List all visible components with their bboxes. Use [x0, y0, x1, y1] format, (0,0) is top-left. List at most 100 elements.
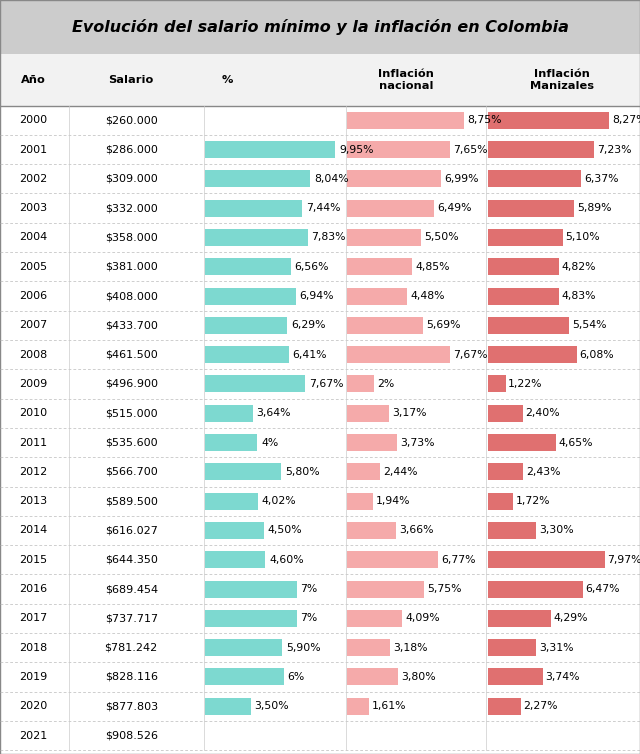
FancyBboxPatch shape — [205, 229, 308, 246]
Text: 6,08%: 6,08% — [580, 350, 614, 360]
Text: 3,74%: 3,74% — [545, 672, 580, 682]
Text: 5,69%: 5,69% — [426, 320, 461, 330]
Text: $496.900: $496.900 — [105, 379, 157, 389]
FancyBboxPatch shape — [488, 200, 574, 216]
FancyBboxPatch shape — [0, 633, 640, 662]
FancyBboxPatch shape — [488, 229, 563, 246]
Text: 2002: 2002 — [19, 174, 47, 184]
FancyBboxPatch shape — [0, 135, 640, 164]
FancyBboxPatch shape — [0, 106, 640, 135]
FancyBboxPatch shape — [347, 581, 424, 598]
Text: 7,97%: 7,97% — [607, 555, 640, 565]
FancyBboxPatch shape — [488, 258, 559, 275]
Text: 5,89%: 5,89% — [577, 203, 611, 213]
Text: 4,83%: 4,83% — [561, 291, 596, 301]
Text: 7,44%: 7,44% — [307, 203, 340, 213]
Text: 1,72%: 1,72% — [516, 496, 550, 506]
Text: 8,04%: 8,04% — [314, 174, 349, 184]
Text: $381.000: $381.000 — [105, 262, 157, 271]
FancyBboxPatch shape — [205, 464, 281, 480]
Text: $515.000: $515.000 — [105, 408, 157, 418]
Text: 2004: 2004 — [19, 232, 47, 243]
Text: 4,48%: 4,48% — [410, 291, 445, 301]
FancyBboxPatch shape — [205, 258, 291, 275]
Text: 2012: 2012 — [19, 467, 47, 477]
FancyBboxPatch shape — [0, 691, 640, 721]
Text: 4,02%: 4,02% — [261, 496, 296, 506]
Text: 6,56%: 6,56% — [294, 262, 329, 271]
Text: $908.526: $908.526 — [105, 731, 157, 740]
Text: $689.454: $689.454 — [104, 584, 158, 594]
FancyBboxPatch shape — [0, 222, 640, 252]
FancyBboxPatch shape — [488, 170, 582, 187]
Text: 8,75%: 8,75% — [468, 115, 502, 125]
FancyBboxPatch shape — [0, 457, 640, 486]
Text: 7,23%: 7,23% — [596, 145, 631, 155]
FancyBboxPatch shape — [488, 697, 521, 715]
Text: $408.000: $408.000 — [105, 291, 157, 301]
Text: 2,27%: 2,27% — [524, 701, 558, 711]
FancyBboxPatch shape — [488, 434, 556, 451]
Text: 2017: 2017 — [19, 613, 47, 624]
Text: $589.500: $589.500 — [105, 496, 157, 506]
FancyBboxPatch shape — [205, 581, 297, 598]
Text: $781.242: $781.242 — [104, 642, 158, 653]
Text: 7,65%: 7,65% — [453, 145, 488, 155]
Text: Salario: Salario — [109, 75, 154, 85]
FancyBboxPatch shape — [205, 610, 297, 627]
FancyBboxPatch shape — [347, 375, 374, 392]
FancyBboxPatch shape — [205, 522, 264, 539]
FancyBboxPatch shape — [488, 346, 577, 363]
Text: 6,37%: 6,37% — [584, 174, 618, 184]
Text: 3,64%: 3,64% — [257, 408, 291, 418]
Text: 6,47%: 6,47% — [586, 584, 620, 594]
FancyBboxPatch shape — [0, 311, 640, 340]
Text: 6,49%: 6,49% — [437, 203, 472, 213]
FancyBboxPatch shape — [205, 492, 257, 510]
Text: 2018: 2018 — [19, 642, 47, 653]
Text: Evolución del salario mínimo y la inflación en Colombia: Evolución del salario mínimo y la inflac… — [72, 19, 568, 35]
FancyBboxPatch shape — [0, 164, 640, 194]
Text: 6,29%: 6,29% — [291, 320, 326, 330]
Text: $644.350: $644.350 — [105, 555, 157, 565]
FancyBboxPatch shape — [488, 464, 524, 480]
Text: 6,77%: 6,77% — [441, 555, 476, 565]
Text: 5,80%: 5,80% — [285, 467, 319, 477]
Text: 2008: 2008 — [19, 350, 47, 360]
Text: 3,17%: 3,17% — [393, 408, 427, 418]
FancyBboxPatch shape — [0, 428, 640, 457]
FancyBboxPatch shape — [0, 340, 640, 369]
FancyBboxPatch shape — [205, 317, 287, 334]
Text: 2003: 2003 — [19, 203, 47, 213]
FancyBboxPatch shape — [0, 662, 640, 691]
FancyBboxPatch shape — [488, 375, 506, 392]
FancyBboxPatch shape — [347, 170, 441, 187]
Text: 7,83%: 7,83% — [312, 232, 346, 243]
FancyBboxPatch shape — [0, 399, 640, 428]
FancyBboxPatch shape — [0, 281, 640, 311]
Text: 9,95%: 9,95% — [339, 145, 374, 155]
FancyBboxPatch shape — [0, 369, 640, 399]
FancyBboxPatch shape — [347, 639, 390, 656]
Text: 1,94%: 1,94% — [376, 496, 411, 506]
Text: 3,80%: 3,80% — [401, 672, 436, 682]
FancyBboxPatch shape — [0, 54, 640, 106]
FancyBboxPatch shape — [0, 252, 640, 281]
Text: 3,66%: 3,66% — [399, 526, 434, 535]
Text: Año: Año — [21, 75, 45, 85]
FancyBboxPatch shape — [488, 522, 536, 539]
FancyBboxPatch shape — [347, 522, 396, 539]
Text: 2016: 2016 — [19, 584, 47, 594]
FancyBboxPatch shape — [347, 317, 423, 334]
Text: 2007: 2007 — [19, 320, 47, 330]
FancyBboxPatch shape — [488, 492, 513, 510]
FancyBboxPatch shape — [347, 405, 390, 421]
Text: $616.027: $616.027 — [105, 526, 157, 535]
FancyBboxPatch shape — [347, 492, 373, 510]
FancyBboxPatch shape — [205, 551, 265, 569]
Text: 4,82%: 4,82% — [561, 262, 596, 271]
Text: $566.700: $566.700 — [105, 467, 157, 477]
FancyBboxPatch shape — [488, 669, 543, 685]
FancyBboxPatch shape — [488, 581, 583, 598]
FancyBboxPatch shape — [347, 229, 421, 246]
